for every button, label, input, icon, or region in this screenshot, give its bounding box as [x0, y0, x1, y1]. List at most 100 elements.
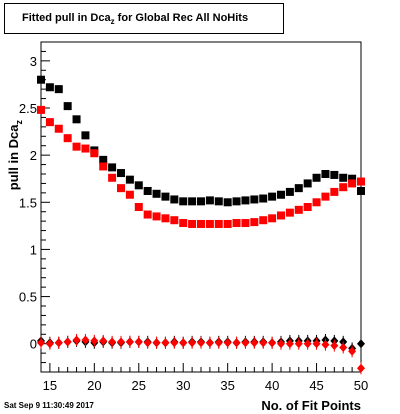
y-tick-label: 2.5	[19, 101, 37, 116]
y-axis-label-sub: z	[14, 120, 24, 125]
data-point	[241, 196, 250, 205]
x-tick-label: 45	[309, 378, 323, 393]
data-point	[170, 216, 179, 225]
data-point	[117, 337, 125, 347]
data-point	[37, 105, 45, 114]
data-point	[37, 338, 45, 348]
data-point	[357, 363, 365, 373]
data-point	[214, 197, 223, 206]
x-tick-label: 30	[176, 378, 190, 393]
data-point	[72, 115, 81, 124]
x-tick-label: 25	[132, 378, 146, 393]
series-4	[37, 333, 365, 375]
data-point	[294, 205, 303, 214]
data-point	[357, 177, 365, 186]
y-tick-label: 1.5	[19, 195, 37, 210]
y-axis: 0 0.5 1 1.5 2 2.5 3	[19, 41, 50, 364]
x-tick-label: 20	[87, 378, 101, 393]
y-tick-label: 1	[30, 242, 37, 257]
data-point	[223, 338, 232, 348]
data-point	[214, 219, 223, 228]
data-point	[339, 183, 348, 192]
data-point	[134, 181, 143, 190]
plot-frame	[40, 41, 362, 373]
data-point	[348, 346, 357, 356]
data-point	[205, 196, 214, 205]
data-point	[321, 192, 330, 201]
data-point	[285, 187, 294, 196]
data-point	[232, 219, 241, 228]
data-point	[54, 124, 63, 133]
data-point	[45, 118, 54, 127]
data-point	[321, 170, 330, 178]
y-tick-label: 0	[30, 337, 37, 352]
x-tick-label: 50	[354, 378, 368, 393]
data-point	[188, 197, 197, 206]
data-point	[134, 203, 143, 211]
data-point	[205, 219, 214, 228]
data-point	[205, 338, 214, 348]
data-point	[108, 337, 117, 347]
data-point	[303, 203, 312, 211]
data-point	[339, 173, 348, 182]
data-point	[197, 338, 205, 348]
data-point	[81, 144, 90, 153]
data-point	[188, 219, 197, 228]
data-point	[81, 131, 90, 140]
y-axis-label-main: pull in Dca	[6, 124, 21, 191]
data-point	[303, 179, 312, 188]
data-point	[250, 218, 259, 227]
data-point	[330, 170, 339, 179]
data-point	[99, 155, 108, 164]
data-point	[321, 340, 330, 350]
data-point	[250, 338, 259, 348]
data-point	[277, 211, 285, 220]
data-point	[108, 163, 117, 172]
series-1	[37, 75, 365, 207]
data-point	[125, 175, 134, 184]
y-tick-label: 0.5	[19, 290, 37, 305]
data-point	[330, 187, 339, 196]
title-suffix: for Global Rec All NoHits	[114, 12, 249, 24]
data-point	[259, 216, 268, 225]
data-point	[277, 190, 285, 199]
data-point	[117, 169, 125, 178]
data-point	[268, 214, 277, 223]
data-point	[90, 149, 99, 158]
data-point	[285, 339, 294, 349]
data-point	[348, 179, 357, 188]
data-point	[357, 339, 365, 349]
y-axis-label: pull in Dcaz	[6, 120, 24, 191]
data-point	[63, 102, 72, 111]
data-point	[99, 336, 108, 346]
data-point	[241, 219, 250, 228]
plot-area-border	[40, 41, 362, 373]
title-main: Fitted pull in Dca	[22, 12, 111, 24]
data-point	[72, 142, 81, 151]
data-point	[45, 83, 54, 92]
data-point	[232, 197, 241, 206]
data-point	[348, 174, 357, 183]
data-point	[223, 219, 232, 228]
data-point	[259, 338, 268, 348]
data-point	[277, 339, 285, 349]
data-point	[232, 338, 241, 348]
data-point	[179, 197, 188, 206]
data-point	[125, 337, 134, 347]
data-point	[108, 173, 117, 182]
data-point	[81, 335, 90, 345]
data-point	[170, 338, 179, 348]
data-point	[143, 210, 152, 219]
data-point	[294, 184, 303, 193]
data-point	[303, 339, 312, 349]
data-point	[170, 195, 179, 204]
data-point	[241, 338, 250, 348]
data-point	[268, 192, 277, 201]
data-point	[161, 338, 170, 348]
series-2	[37, 105, 365, 228]
data-point	[357, 186, 365, 195]
data-point	[312, 339, 321, 349]
data-point	[54, 85, 63, 94]
data-point	[152, 189, 161, 198]
